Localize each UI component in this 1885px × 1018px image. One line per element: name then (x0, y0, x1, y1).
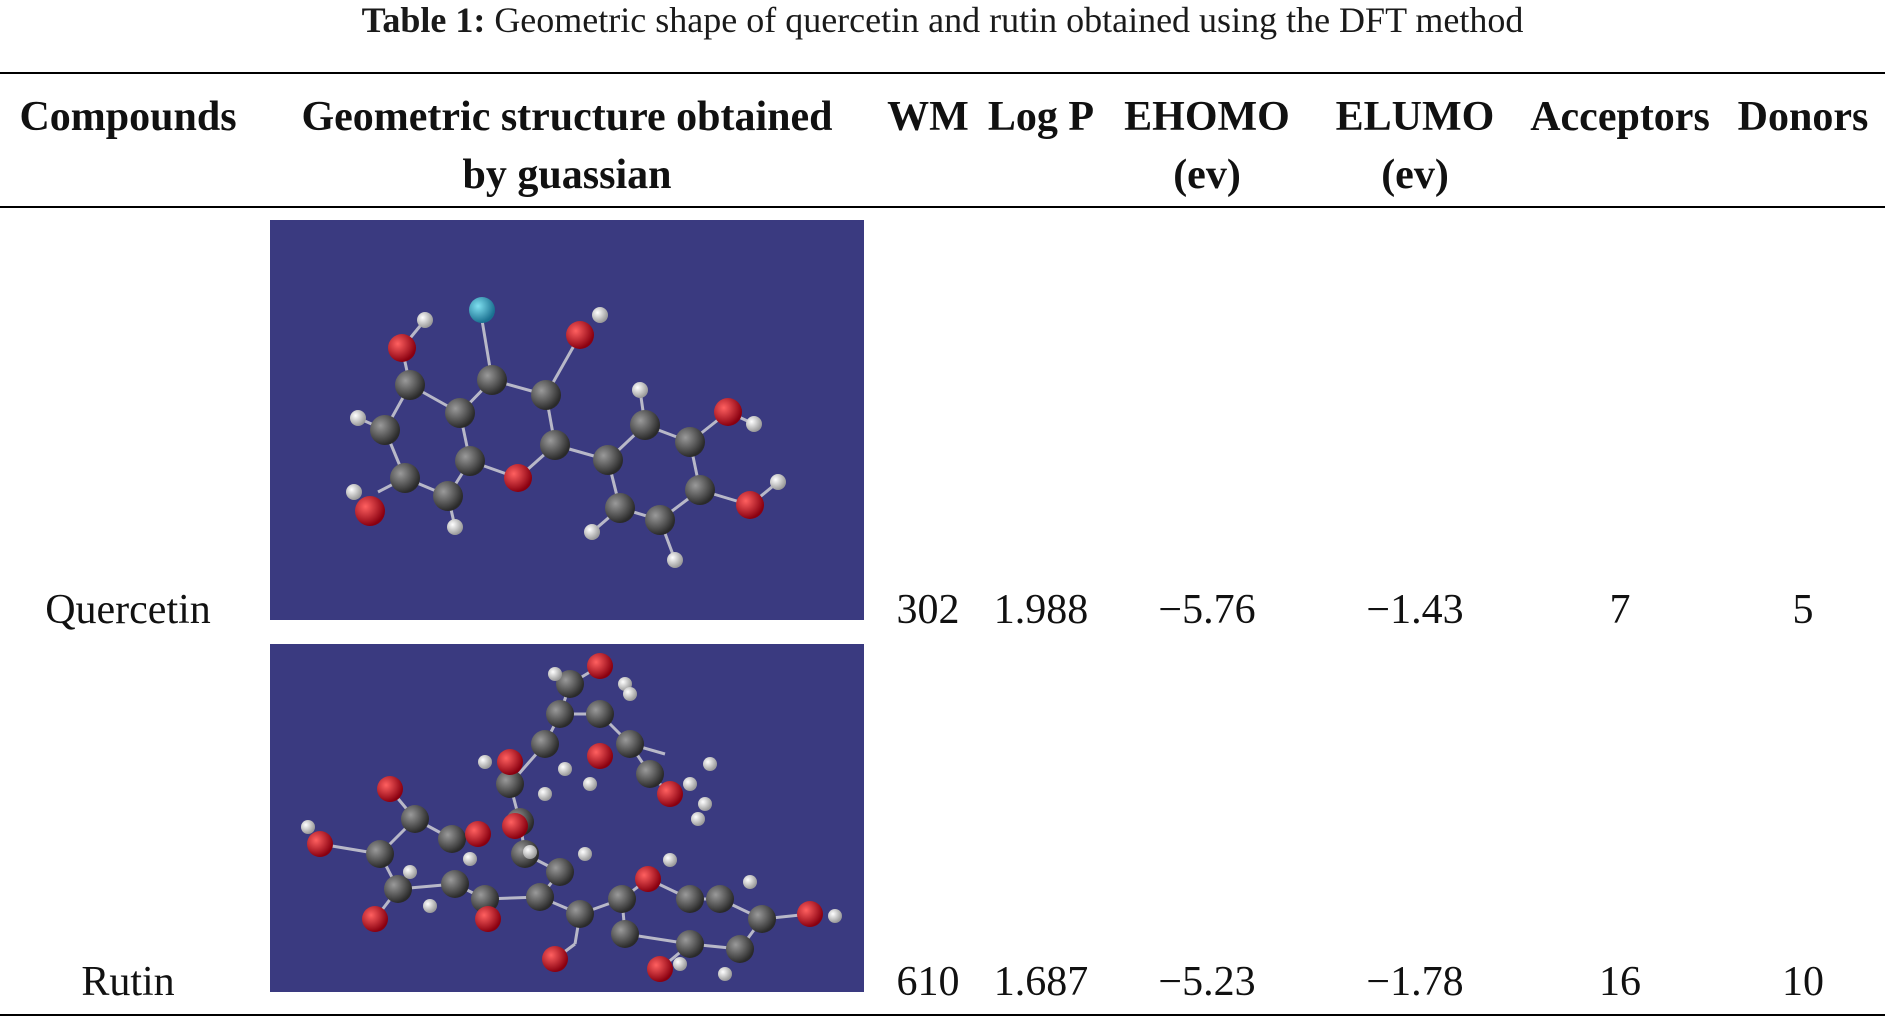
table-top-rule (0, 72, 1885, 74)
header-elumo: ELUMO (ev) (1335, 94, 1495, 198)
table-cell-wm: 610 (896, 959, 960, 1005)
table-cell-donors: 5 (1792, 587, 1814, 633)
header-compounds: Compounds (19, 94, 237, 140)
table-cell-logp: 1.687 (993, 959, 1089, 1005)
header-acceptors: Acceptors (1530, 94, 1710, 140)
table-cell-compound: Quercetin (45, 587, 211, 633)
header-wm: WM (887, 94, 969, 140)
quercetin-structure-image (270, 220, 864, 620)
table-cell-donors: 10 (1782, 959, 1824, 1005)
table-cell-acceptors: 7 (1609, 587, 1631, 633)
quercetin-molecule-drawing (346, 297, 786, 568)
header-donors: Donors (1737, 94, 1869, 140)
table-cell-elumo: −1.43 (1366, 587, 1464, 633)
caption-label: Table 1: (361, 0, 486, 40)
table-cell-elumo: −1.78 (1366, 959, 1464, 1005)
rutin-structure-image (270, 644, 864, 992)
caption-text: Geometric shape of quercetin and rutin o… (494, 0, 1524, 40)
header-structure: Geometric structure obtained by guassian (301, 94, 833, 198)
header-logp: Log P (987, 94, 1095, 140)
rutin-molecule-drawing (301, 653, 842, 982)
table-bottom-rule (0, 1014, 1885, 1016)
table-header-rule (0, 206, 1885, 208)
table-cell-logp: 1.988 (993, 587, 1089, 633)
table-cell-wm: 302 (896, 587, 960, 633)
table-cell-ehomo: −5.23 (1158, 959, 1256, 1005)
table-cell-compound: Rutin (81, 959, 175, 1005)
table-cell-ehomo: −5.76 (1158, 587, 1256, 633)
table-caption: Table 1: Geometric shape of quercetin an… (0, 0, 1885, 40)
header-ehomo: EHOMO (ev) (1124, 94, 1290, 198)
table-cell-acceptors: 16 (1599, 959, 1641, 1005)
